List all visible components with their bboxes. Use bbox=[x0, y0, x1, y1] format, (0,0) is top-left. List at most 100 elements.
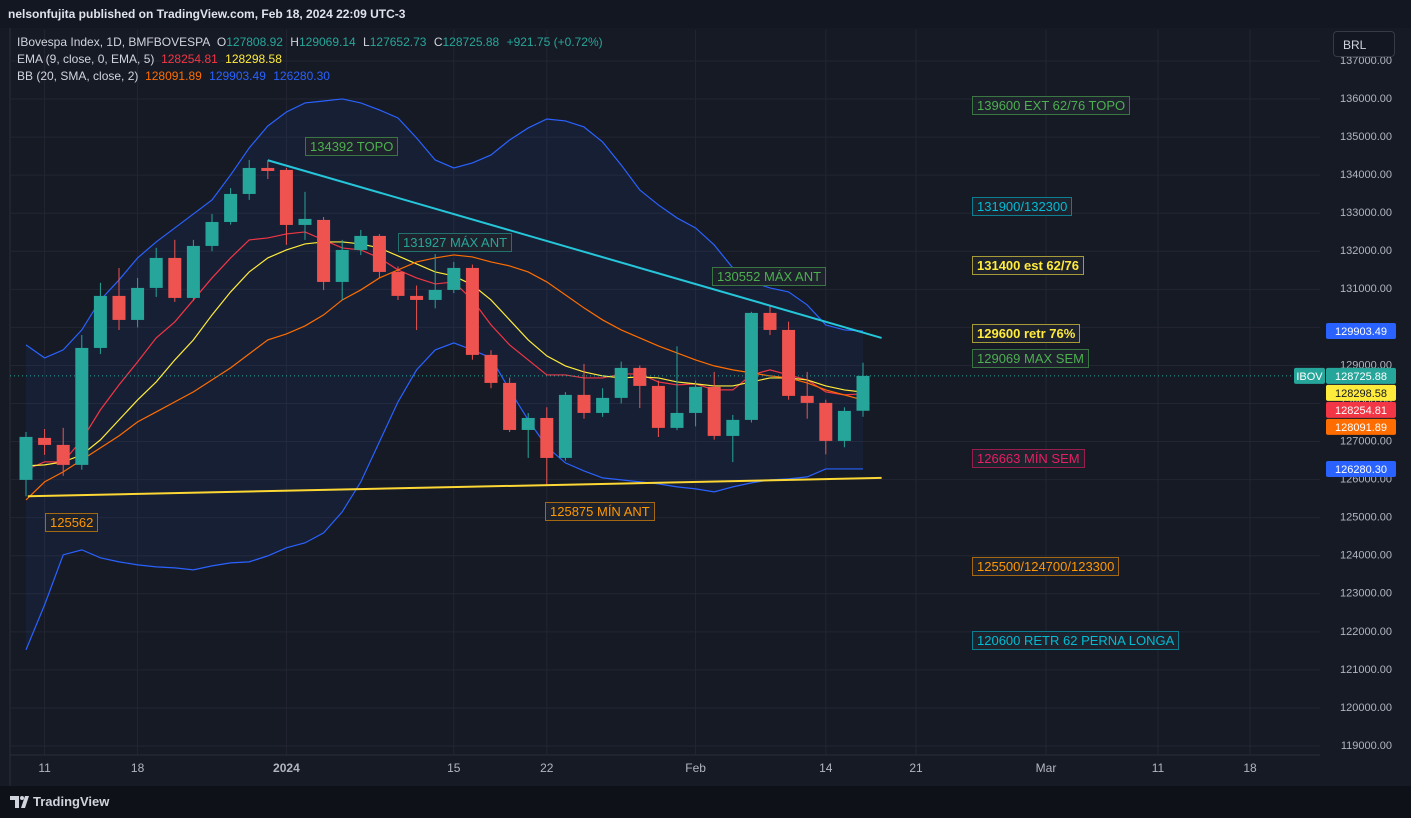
currency-button[interactable]: BRL bbox=[1333, 31, 1395, 57]
candle-body bbox=[633, 367, 647, 386]
symbol-legend: IBovespa Index, 1D, BMFBOVESPA O127808.9… bbox=[17, 34, 607, 51]
price-tag-label: 128091.89 bbox=[1335, 422, 1387, 434]
y-tick-label: 120000.00 bbox=[1340, 702, 1392, 714]
ohlc-key: C bbox=[433, 35, 443, 49]
indicator-line bbox=[25, 98, 864, 359]
candle-body bbox=[93, 295, 107, 348]
price-tag-label: 128254.81 bbox=[1335, 405, 1387, 417]
candle-body bbox=[75, 347, 89, 465]
candle-body bbox=[800, 395, 814, 403]
candle-body bbox=[298, 218, 312, 225]
candle-body bbox=[465, 267, 479, 355]
price-tag-label: 129903.49 bbox=[1335, 326, 1387, 338]
y-tick-label: 135000.00 bbox=[1340, 131, 1392, 143]
indicator-line bbox=[25, 231, 864, 471]
candle-body bbox=[577, 394, 591, 413]
candle-body bbox=[19, 436, 33, 480]
symbol-name: IBovespa Index, 1D, BMFBOVESPA bbox=[17, 35, 211, 49]
annotation: 131927 MÁX ANT bbox=[398, 233, 513, 252]
y-tick-label: 125000.00 bbox=[1340, 512, 1392, 524]
candle-body bbox=[503, 382, 517, 430]
brand-logo bbox=[10, 796, 29, 808]
annotation: 129600 retr 76% bbox=[972, 324, 1081, 343]
publisher-header: nelsonfujita published on TradingView.co… bbox=[8, 7, 406, 21]
indicator-name: EMA (9, close, 0, EMA, 5) bbox=[17, 52, 155, 66]
candle-body bbox=[856, 375, 870, 411]
ohlc-value: 129069.14 bbox=[298, 35, 356, 49]
candle-body bbox=[261, 167, 275, 171]
annotation: 126663 MÍN SEM bbox=[972, 449, 1085, 468]
x-tick-label: 11 bbox=[38, 761, 51, 775]
y-tick-label: 133000.00 bbox=[1340, 207, 1392, 219]
candle-body bbox=[317, 219, 331, 282]
price-tag bbox=[1326, 367, 1396, 384]
candle-body bbox=[428, 289, 442, 300]
y-tick-label: 131000.00 bbox=[1340, 283, 1392, 295]
candle-body bbox=[335, 249, 349, 282]
x-tick-label: Mar bbox=[1036, 761, 1057, 775]
ohlc-value: 128725.88 bbox=[442, 35, 500, 49]
x-tick-label: 22 bbox=[540, 761, 554, 775]
candle-body bbox=[558, 394, 572, 458]
indicator-line bbox=[25, 241, 864, 467]
candle-body bbox=[205, 221, 219, 246]
candle-body bbox=[484, 354, 498, 383]
candle-body bbox=[38, 437, 52, 445]
x-tick-label: 11 bbox=[1152, 761, 1165, 775]
x-tick-label: 18 bbox=[1243, 761, 1257, 775]
candle-body bbox=[372, 235, 386, 272]
candle-body bbox=[447, 267, 461, 290]
x-tick-label: 15 bbox=[447, 761, 461, 775]
chart-background bbox=[0, 28, 1411, 786]
y-tick-label: 119000.00 bbox=[1341, 740, 1392, 752]
indicator-value: 128254.81 bbox=[161, 52, 218, 66]
plot bbox=[10, 30, 1320, 755]
y-tick-label: 121000.00 bbox=[1340, 664, 1392, 676]
indicator-name: BB (20, SMA, close, 2) bbox=[17, 69, 139, 83]
candle-body bbox=[410, 295, 424, 300]
ohlc-key: H bbox=[290, 35, 299, 49]
y-tick-label: 132000.00 bbox=[1340, 245, 1392, 257]
candle-body bbox=[596, 397, 610, 413]
change-value: +921.75 (+0.72%) bbox=[506, 35, 603, 49]
annotation: 129069 MAX SEM bbox=[972, 349, 1089, 368]
candle-body bbox=[354, 235, 368, 250]
candle-body bbox=[540, 417, 554, 458]
candle-body bbox=[819, 402, 833, 441]
annotation: 131900/132300 bbox=[972, 197, 1073, 216]
candle-body bbox=[726, 419, 740, 436]
candle-body bbox=[744, 312, 758, 420]
indicator-value: 128298.58 bbox=[225, 52, 282, 66]
candle-body bbox=[131, 287, 145, 320]
candle-body bbox=[782, 329, 796, 396]
price-tag-label: 128298.58 bbox=[1335, 388, 1387, 400]
candle-body bbox=[279, 169, 293, 225]
legend: IBovespa Index, 1D, BMFBOVESPA O127808.9… bbox=[17, 34, 607, 85]
y-tick-label: 137000.00 bbox=[1340, 55, 1392, 67]
annotation: 125500/124700/123300 bbox=[972, 557, 1120, 576]
candle-body bbox=[186, 245, 200, 298]
indicator-value: 129903.49 bbox=[209, 69, 266, 83]
x-tick-label: 14 bbox=[819, 761, 833, 775]
candle-body bbox=[112, 295, 126, 320]
symbol-tag-label: IBOV bbox=[1296, 371, 1323, 383]
candle-body bbox=[56, 444, 70, 465]
x-tick-label: 21 bbox=[909, 761, 923, 775]
candle-body bbox=[689, 386, 703, 413]
candle-body bbox=[837, 410, 851, 441]
ohlc-value: 127652.73 bbox=[369, 35, 427, 49]
candle-body bbox=[168, 257, 182, 298]
candle-body bbox=[651, 385, 665, 428]
brand-name: TradingView bbox=[33, 794, 110, 809]
y-tick-label: 122000.00 bbox=[1340, 626, 1392, 638]
footer: TradingView bbox=[0, 786, 1411, 818]
trendline bbox=[27, 476, 882, 498]
annotation: 134392 TOPO bbox=[305, 137, 399, 156]
price-tag bbox=[1326, 323, 1396, 340]
price-tag bbox=[1326, 401, 1396, 418]
y-tick-label: 127000.00 bbox=[1340, 435, 1392, 447]
annotation: 125875 MÍN ANT bbox=[545, 502, 655, 521]
ohlc-key: O bbox=[216, 35, 227, 49]
y-tick-label: 134000.00 bbox=[1340, 169, 1392, 181]
